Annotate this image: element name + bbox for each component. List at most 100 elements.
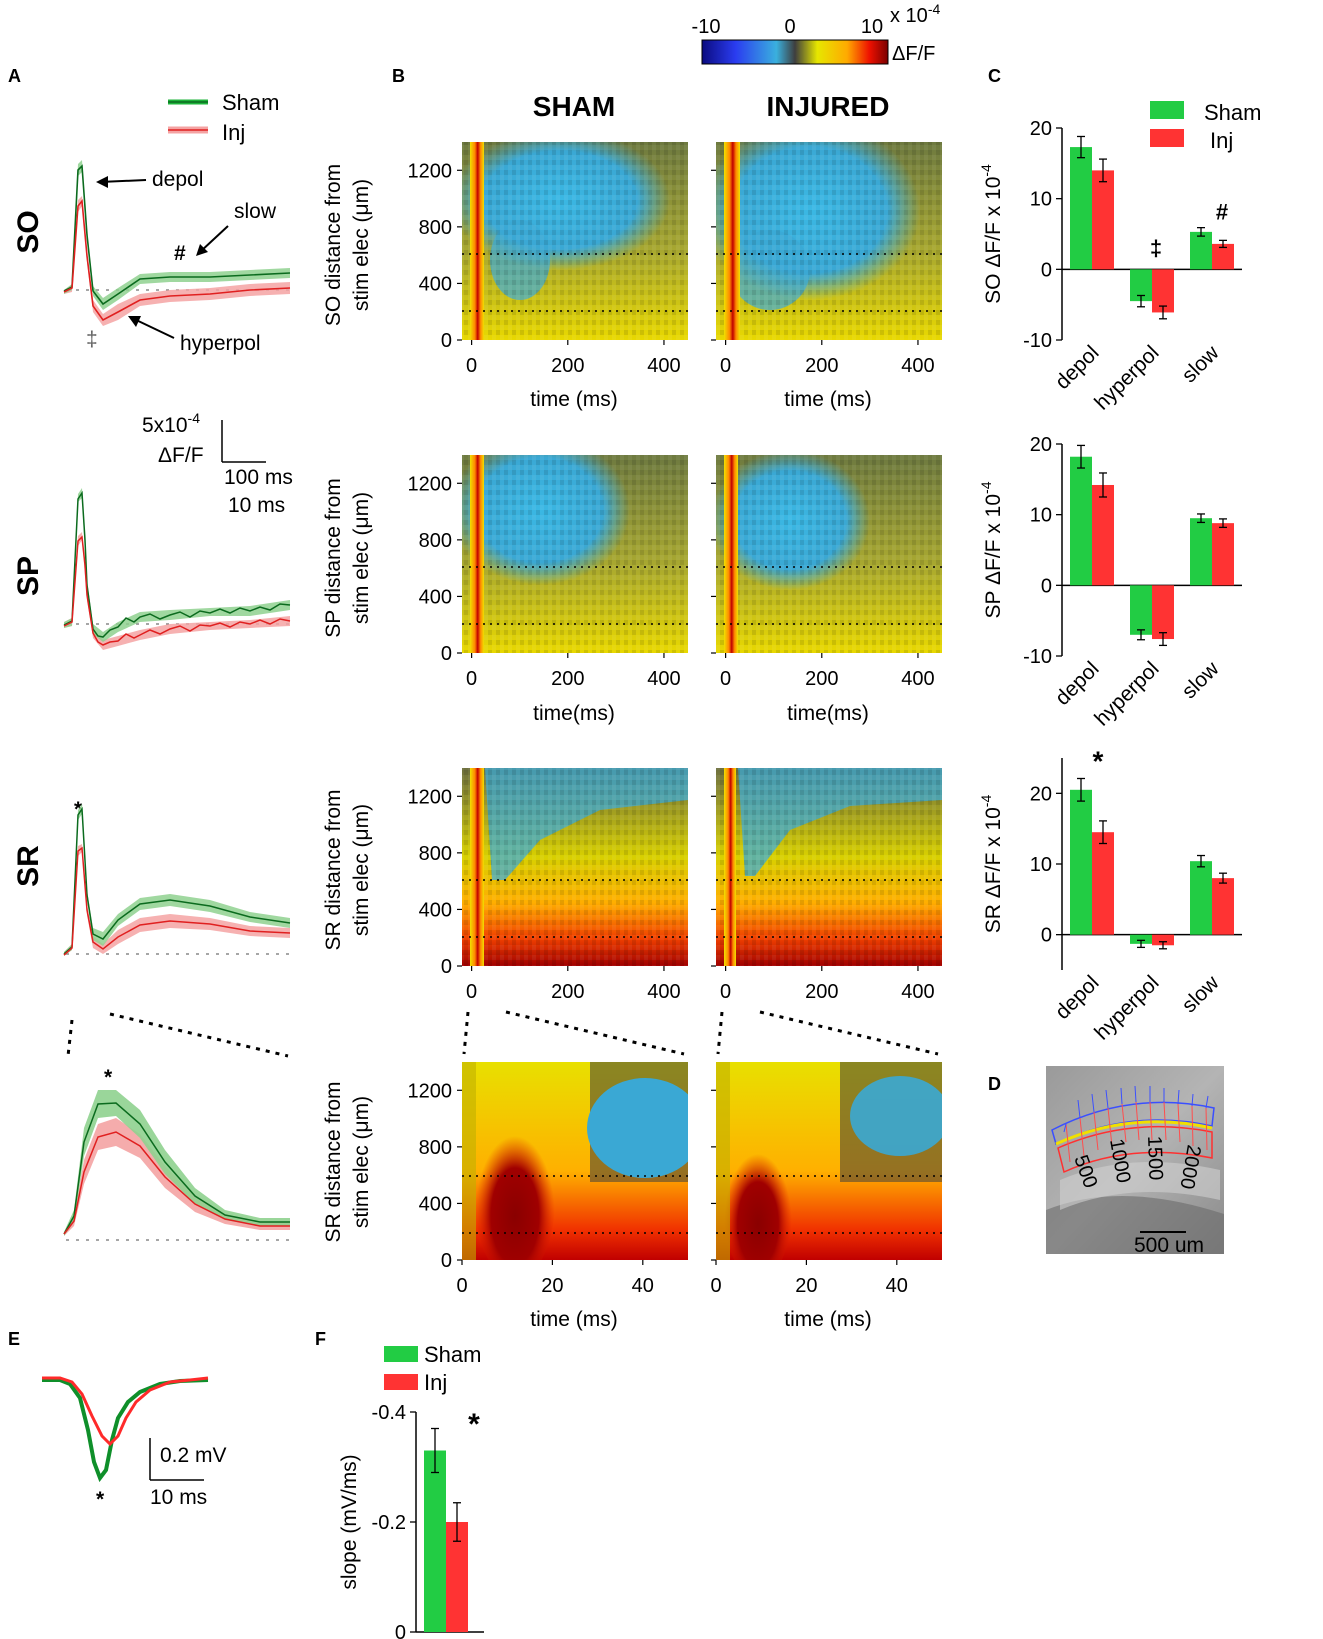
arrow-hyperpol-head bbox=[128, 316, 141, 327]
chart-c-sr-bar-sham-depol bbox=[1070, 789, 1092, 935]
chart-c-sr-ylabel: SR ΔF/F x 10-4 bbox=[978, 795, 1005, 934]
scalebar-a-unit: ΔF/F bbox=[158, 444, 204, 467]
panel-e: * 0.2 mV 10 ms bbox=[42, 1376, 227, 1511]
heatmap-sr-inj bbox=[716, 768, 942, 966]
legend-f-sham-swatch bbox=[384, 1346, 418, 1362]
scalebar-a-time-long: 100 ms bbox=[224, 466, 293, 489]
trace-so-inj-line bbox=[63, 198, 291, 322]
ylabel-b-so-2: stim elec (μm) bbox=[350, 179, 373, 311]
chart-c-so-ylabel-prefix: SO bbox=[982, 268, 1005, 304]
arrow-slow-head bbox=[196, 244, 208, 256]
trace-so-sham-shade bbox=[64, 160, 290, 310]
chart-c-sr-ytick-label-1: 10 bbox=[1030, 854, 1052, 876]
chart-c-sr-ytick-label-2: 20 bbox=[1030, 783, 1052, 805]
xtick-label-sp-inj-1: 200 bbox=[805, 668, 838, 690]
chart-c-sp-bar-inj-depol bbox=[1092, 484, 1114, 586]
ytick-label-zoom-3: 1200 bbox=[408, 1080, 453, 1102]
xlabel-b-sp-sham: time(ms) bbox=[533, 702, 615, 725]
heatmap-zoom-sham-blue bbox=[587, 1078, 688, 1178]
region-label-sp: SP bbox=[12, 556, 45, 596]
xtick-label-so-sham-1: 200 bbox=[551, 355, 584, 377]
ytick-label-sp-3: 1200 bbox=[408, 473, 453, 495]
chart-c-sr-ylabel-exp: -4 bbox=[978, 795, 994, 808]
ylabel-b-so-1: SO distance from bbox=[322, 164, 345, 326]
trace-so: depol slow # hyperpol ‡ bbox=[63, 160, 291, 355]
heatmap-so-inj-noise bbox=[716, 142, 942, 340]
chart-c-sr-bar-sham-slow bbox=[1190, 861, 1212, 935]
heatmap-sr-sham bbox=[462, 768, 688, 966]
arrow-depol-head bbox=[96, 176, 108, 188]
legend-c-sham-swatch bbox=[1150, 101, 1184, 119]
colorbar-max-label: 10 bbox=[861, 16, 883, 38]
ylabel-b-sr: SR distance from stim elec (μm) bbox=[322, 789, 373, 950]
xlabel-b-zoom-sham: time (ms) bbox=[530, 1308, 618, 1331]
chart-c-sp-bar-sham-hyperpol bbox=[1130, 585, 1152, 635]
chart-c-so-bar-inj-depol bbox=[1092, 170, 1114, 270]
xtick-label-so-inj-2: 400 bbox=[901, 355, 934, 377]
chart-c-so-ytick-label-2: 10 bbox=[1030, 189, 1052, 211]
ytick-label-so-1: 400 bbox=[419, 273, 452, 295]
trace-so-inj-shade bbox=[64, 196, 290, 326]
chart-c-sr-bar-inj-depol bbox=[1092, 832, 1114, 935]
trace-sp-sham-line bbox=[63, 490, 291, 638]
legend-c-inj-label: Inj bbox=[1210, 128, 1233, 153]
xtick-label-sp-sham-2: 400 bbox=[647, 668, 680, 690]
ytick-label-zoom-2: 800 bbox=[419, 1137, 452, 1159]
colorbar-scale-text: x 10 bbox=[890, 5, 928, 27]
colorbar-zero-label: 0 bbox=[784, 16, 795, 38]
legend-a: Sham Inj bbox=[168, 90, 279, 145]
heatmap-sp-sham-noise bbox=[462, 455, 688, 653]
chart-c-sr-ylabel-prefix: SR bbox=[982, 898, 1005, 933]
legend-f-inj-label: Inj bbox=[424, 1370, 447, 1395]
legend-c: Sham Inj bbox=[1150, 100, 1261, 153]
scalebar-a-amp: 5x10-4 bbox=[142, 410, 200, 437]
chart-f-annotation-0: * bbox=[468, 1408, 480, 1441]
ytick-label-zoom-1: 400 bbox=[419, 1193, 452, 1215]
chart-c-sr-ylabel-text: ΔF/F x 10 bbox=[982, 807, 1005, 898]
heatmap-zoom-sham-red bbox=[475, 1120, 555, 1260]
colorbar-scale-exp: -4 bbox=[928, 1, 941, 17]
slice-sr-grid bbox=[1057, 1125, 1213, 1174]
heatmap-zoom-inj-blue bbox=[850, 1076, 942, 1156]
chart-c-so-category-hyperpol: hyperpol bbox=[1090, 341, 1163, 414]
ytick-label-so-3: 1200 bbox=[408, 160, 453, 182]
heatmap-so-sham bbox=[462, 142, 688, 340]
panel-b: SO distance from stim elec (μm) SP distan… bbox=[322, 142, 942, 1331]
ylabel-b-zoom: SR distance from stim elec (μm) bbox=[322, 1081, 373, 1242]
chart-c-so-ytick-label-1: 0 bbox=[1041, 259, 1052, 281]
legend-f-inj-swatch bbox=[384, 1374, 418, 1390]
ann-hash-a: # bbox=[174, 242, 186, 265]
scalebar-a: 5x10-4 ΔF/F 100 ms 10 ms bbox=[142, 410, 293, 517]
colorbar-unit: ΔF/F bbox=[892, 43, 935, 65]
chart-c-so-ytick-label-0: -10 bbox=[1023, 330, 1052, 352]
heatmap-so-sham-stim bbox=[470, 142, 484, 340]
heatmap-sp-inj-stim bbox=[724, 455, 738, 653]
colorbar-scale-label: x 10-4 bbox=[890, 1, 940, 27]
xtick-label-zoom-sham-0: 0 bbox=[456, 1275, 467, 1297]
heatmap-zoom-inj-red bbox=[724, 1140, 792, 1260]
xtick-label-sr-inj-1: 200 bbox=[805, 981, 838, 1003]
ylabel-b-sp-1: SP distance from bbox=[322, 478, 345, 638]
field-trace-sham bbox=[42, 1378, 209, 1483]
xtick-label-sr-sham-2: 400 bbox=[647, 981, 680, 1003]
panel-label-b: B bbox=[392, 66, 405, 86]
arrow-slow bbox=[199, 225, 229, 253]
heatmap-sr-inj-stim bbox=[724, 768, 736, 966]
ytick-label-sr-3: 1200 bbox=[408, 786, 453, 808]
header-injured: INJURED bbox=[767, 91, 890, 122]
heatmap-so-inj-stim bbox=[724, 142, 740, 340]
ylabel-b-sr-1: SR distance from bbox=[322, 789, 345, 950]
chart-c-so-annotation-0: ‡ bbox=[1150, 235, 1162, 260]
ylabel-b-sr-2: stim elec (μm) bbox=[350, 804, 373, 936]
zoom-line-right-a bbox=[109, 1012, 289, 1058]
trace-zoom-sham-shade bbox=[64, 1090, 290, 1236]
heatmap-zoom-inj bbox=[716, 1062, 942, 1260]
scalebar-e-amp: 0.2 mV bbox=[160, 1444, 227, 1467]
legend-c-inj-swatch bbox=[1150, 129, 1184, 147]
xtick-label-so-inj-1: 200 bbox=[805, 355, 838, 377]
ann-star-zoom: * bbox=[104, 1066, 113, 1089]
xtick-label-so-sham-2: 400 bbox=[647, 355, 680, 377]
chart-c-so-ylabel: SO ΔF/F x 10-4 bbox=[978, 164, 1005, 304]
scalebar-a-time-short: 10 ms bbox=[228, 494, 285, 517]
